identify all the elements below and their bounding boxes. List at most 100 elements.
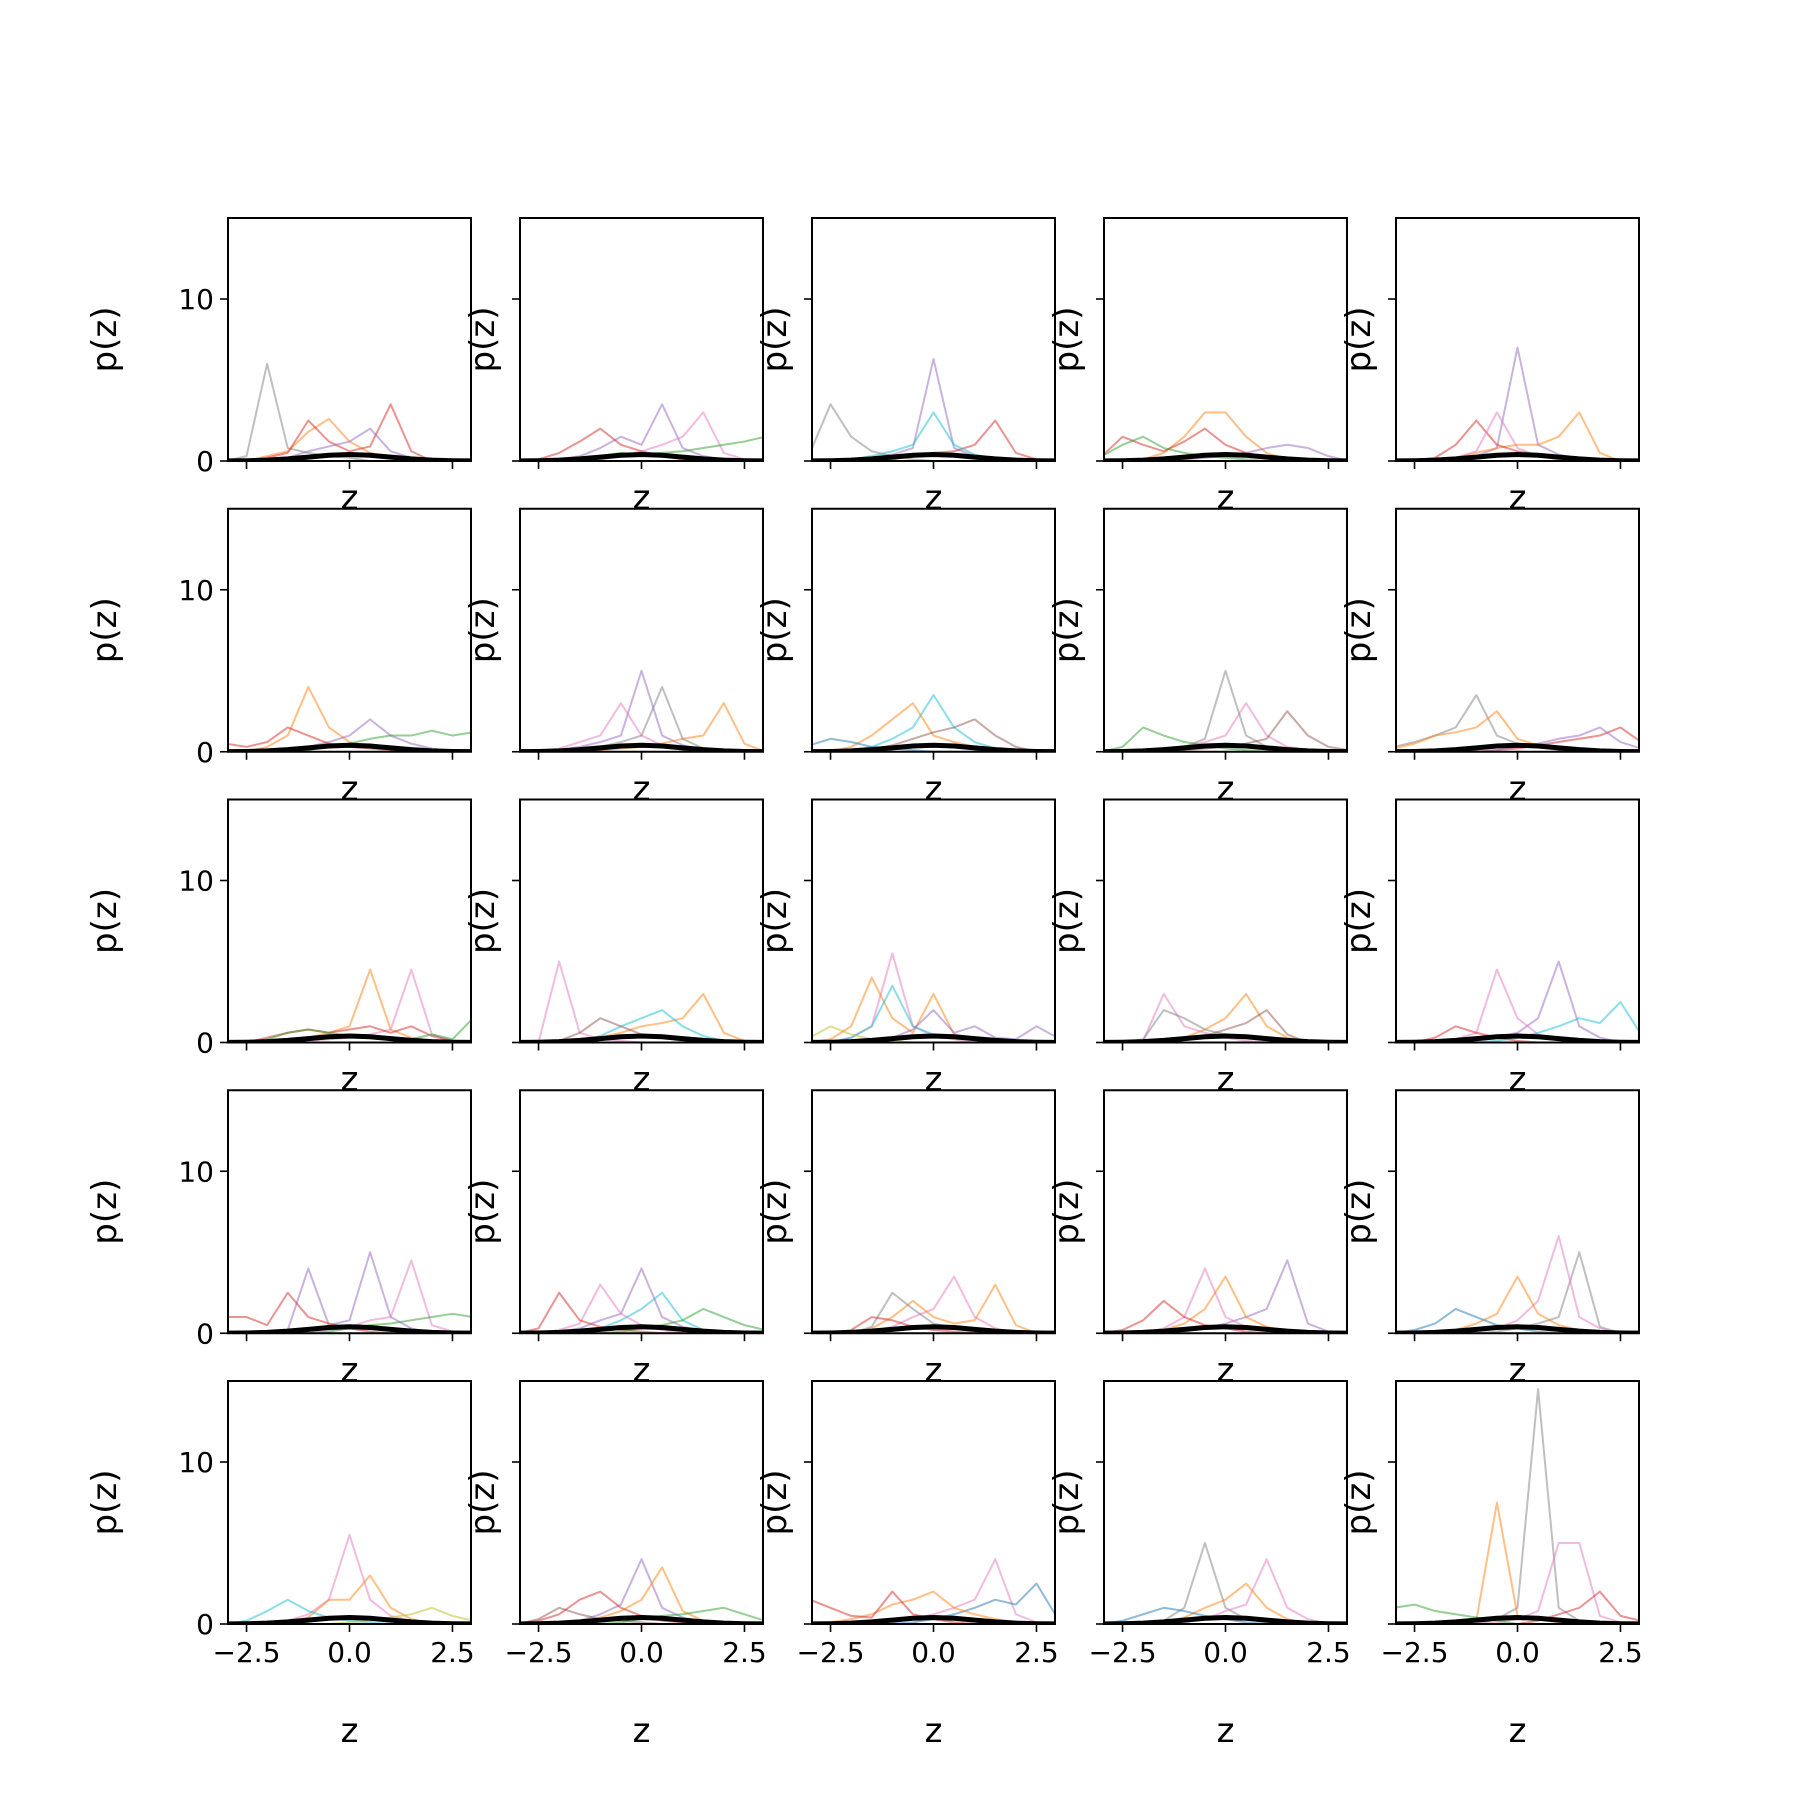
series-line bbox=[228, 1251, 471, 1334]
series-line bbox=[1104, 1267, 1347, 1334]
y-tick-label: 10 bbox=[178, 865, 214, 898]
x-axis-label: z bbox=[1509, 1711, 1527, 1751]
series-line bbox=[228, 1598, 471, 1624]
series-line bbox=[1396, 710, 1639, 752]
subplot: zp(z) bbox=[755, 798, 1056, 1100]
y-tick-label: 0 bbox=[196, 736, 214, 769]
subplot: −2.5 0.0 2.5 z p(z) bbox=[1047, 1380, 1351, 1751]
y-axis-label: p(z) bbox=[1339, 888, 1379, 954]
x-axis-label: z bbox=[633, 1711, 651, 1751]
axes-background bbox=[520, 508, 763, 752]
subplot: −2.5 0.0 2.5 0 10 z p(z) bbox=[85, 1380, 475, 1751]
series-line bbox=[812, 702, 1055, 752]
y-axis-label: p(z) bbox=[463, 307, 503, 373]
axes-background bbox=[520, 1381, 763, 1624]
y-axis-label: p(z) bbox=[85, 597, 125, 663]
subplot: −2.5 0.0 2.5 z p(z) bbox=[1339, 1380, 1643, 1751]
y-axis-label: p(z) bbox=[1047, 307, 1087, 373]
x-tick-label: 0.0 bbox=[327, 1636, 372, 1669]
x-tick-label: 2.5 bbox=[1306, 1636, 1351, 1669]
y-axis-label: p(z) bbox=[1047, 888, 1087, 954]
series-line bbox=[520, 1606, 763, 1624]
series-line bbox=[1104, 427, 1347, 461]
subplot: zp(z) bbox=[1339, 217, 1640, 518]
series-line bbox=[1396, 968, 1639, 1043]
series-line bbox=[1104, 1542, 1347, 1624]
series-line bbox=[520, 992, 763, 1043]
x-tick-label: 0.0 bbox=[619, 1636, 664, 1669]
series-line bbox=[1104, 992, 1347, 1043]
y-tick-label: 0 bbox=[196, 1317, 214, 1350]
series-line bbox=[228, 1025, 471, 1043]
axes-background bbox=[520, 799, 763, 1043]
series-line bbox=[1104, 435, 1347, 461]
series-line bbox=[1104, 669, 1347, 752]
axes-background bbox=[812, 1381, 1055, 1624]
x-tick-label: 2.5 bbox=[1014, 1636, 1059, 1669]
subplot: −2.5 0.0 2.5 z p(z) bbox=[755, 1380, 1059, 1751]
subplot: zp(z) bbox=[1339, 507, 1640, 809]
axes-background bbox=[228, 1381, 471, 1624]
series-line bbox=[1104, 1275, 1347, 1334]
axes-background bbox=[1104, 799, 1347, 1043]
axes-background bbox=[228, 799, 471, 1043]
series-line bbox=[520, 685, 763, 752]
axes-background bbox=[812, 218, 1055, 461]
series-line bbox=[812, 1283, 1055, 1334]
y-axis-label: p(z) bbox=[1047, 1470, 1087, 1536]
axes-background bbox=[1396, 799, 1639, 1043]
x-axis-label: z bbox=[341, 1711, 359, 1751]
x-tick-label: −2.5 bbox=[797, 1636, 865, 1669]
y-axis-label: p(z) bbox=[755, 307, 795, 373]
x-tick-label: 2.5 bbox=[722, 1636, 767, 1669]
series-line bbox=[812, 1558, 1055, 1624]
subplot: zp(z) bbox=[463, 1089, 764, 1390]
series-line bbox=[1396, 960, 1639, 1043]
y-axis-label: p(z) bbox=[1339, 1470, 1379, 1536]
series-line bbox=[1104, 726, 1347, 752]
x-tick-label: 0.0 bbox=[1495, 1636, 1540, 1669]
subplot: zp(z) bbox=[1339, 798, 1640, 1100]
series-line bbox=[812, 718, 1055, 752]
y-axis-label: p(z) bbox=[1047, 597, 1087, 663]
x-tick-label: 2.5 bbox=[430, 1636, 475, 1669]
x-tick-label: −2.5 bbox=[1381, 1636, 1449, 1669]
series-line bbox=[812, 1291, 1055, 1334]
y-axis-label: p(z) bbox=[755, 1179, 795, 1245]
axes-background bbox=[812, 1090, 1055, 1334]
series-line bbox=[228, 1606, 471, 1624]
series-line bbox=[1396, 1275, 1639, 1334]
y-axis-label: p(z) bbox=[463, 1179, 503, 1245]
series-line bbox=[520, 1558, 763, 1624]
series-line bbox=[520, 1291, 763, 1334]
series-line bbox=[812, 1275, 1055, 1334]
x-axis-label: z bbox=[925, 1711, 943, 1751]
series-line bbox=[1396, 1603, 1639, 1624]
series-line bbox=[228, 685, 471, 752]
y-tick-label: 10 bbox=[178, 1446, 214, 1479]
series-line bbox=[228, 427, 471, 461]
series-line bbox=[1396, 346, 1639, 461]
series-line bbox=[520, 427, 763, 461]
axes-background bbox=[812, 508, 1055, 752]
x-tick-label: 0.0 bbox=[1203, 1636, 1248, 1669]
y-axis-label: p(z) bbox=[1339, 307, 1379, 373]
x-tick-label: −2.5 bbox=[505, 1636, 573, 1669]
axes-background bbox=[520, 218, 763, 461]
axes-background bbox=[1104, 1090, 1347, 1334]
series-line bbox=[1396, 1025, 1639, 1043]
y-axis-label: p(z) bbox=[755, 888, 795, 954]
series-line bbox=[1396, 1388, 1639, 1624]
subplot: zp(z) bbox=[1047, 217, 1348, 518]
series-line bbox=[1396, 1590, 1639, 1624]
series-line bbox=[228, 1533, 471, 1624]
x-axis-label: z bbox=[1217, 1711, 1235, 1751]
y-axis-label: p(z) bbox=[755, 597, 795, 663]
series-line bbox=[228, 362, 471, 461]
y-axis-label: p(z) bbox=[463, 1470, 503, 1536]
subplot: zp(z) bbox=[755, 507, 1056, 809]
y-axis-label: p(z) bbox=[85, 888, 125, 954]
